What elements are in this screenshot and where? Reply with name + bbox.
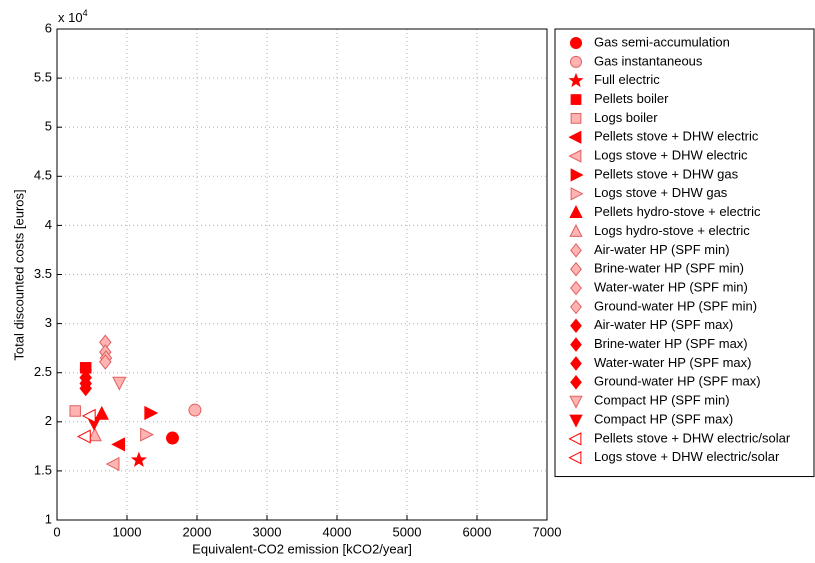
legend-marker	[570, 261, 582, 277]
legend-label: Brine-water HP (SPF max)	[594, 336, 748, 351]
y-tick-label: 3	[45, 315, 52, 330]
legend-marker	[568, 149, 582, 163]
legend-marker	[570, 299, 582, 315]
legend-label: Air-water HP (SPF min)	[594, 242, 730, 257]
legend-marker	[570, 187, 584, 201]
x-tick-label: 6000	[463, 524, 492, 539]
legend-marker	[569, 205, 583, 219]
legend-marker	[570, 94, 582, 105]
data-point	[112, 376, 127, 391]
y-tick-label: 2.5	[34, 364, 52, 379]
legend-marker	[569, 395, 583, 409]
legend-label: Gas instantaneous	[594, 53, 703, 68]
legend-label: Brine-water HP (SPF min)	[594, 261, 744, 276]
legend-label: Pellets stove + DHW electric	[594, 129, 759, 144]
x-tick-label: 5000	[393, 524, 422, 539]
legend-label: Logs boiler	[594, 110, 658, 125]
data-point	[99, 354, 112, 370]
y-tick-label: 5.5	[34, 70, 52, 85]
legend-label: Ground-water HP (SPF min)	[594, 298, 757, 313]
legend-marker	[570, 280, 582, 296]
legend-marker	[569, 223, 583, 237]
y-tick-label: 1	[45, 511, 52, 526]
data-point	[188, 403, 202, 417]
data-point	[144, 405, 159, 421]
x-tick-label: 4000	[323, 524, 352, 539]
data-point	[81, 408, 96, 424]
y-multiplier-base: x 10	[58, 10, 83, 25]
legend-label: Compact HP (SPF max)	[594, 411, 733, 426]
legend-marker	[570, 243, 582, 258]
legend-label: Pellets stove + DHW electric/solar	[594, 430, 791, 445]
legend-label: Water-water HP (SPF max)	[594, 355, 751, 370]
legend-label: Pellets stove + DHW gas	[594, 166, 739, 181]
data-point	[105, 456, 120, 472]
legend-marker	[570, 318, 582, 334]
legend-marker	[570, 374, 582, 390]
data-point	[94, 405, 109, 420]
legend-marker	[569, 55, 583, 68]
data-point	[166, 431, 179, 445]
data-point	[69, 405, 81, 417]
legend-box	[554, 28, 815, 478]
legend-label: Pellets hydro-stove + electric	[594, 204, 761, 219]
data-point	[76, 429, 91, 444]
legend-marker	[570, 113, 582, 124]
legend-label: Gas semi-accumulation	[594, 34, 730, 49]
x-tick-label: 3000	[253, 524, 282, 539]
legend-marker	[569, 414, 583, 428]
legend-label: Logs stove + DHW electric	[594, 148, 748, 163]
y-tick-label: 3.5	[34, 266, 52, 281]
y-tick-label: 4.5	[34, 168, 52, 183]
legend-marker	[570, 168, 584, 182]
x-tick-label: 7000	[533, 524, 562, 539]
plot-frame	[56, 28, 548, 521]
y-tick-label: 1.5	[34, 462, 52, 477]
legend-marker	[568, 130, 582, 144]
legend-label: Full electric	[594, 72, 660, 87]
legend-label: Logs stove + DHW electric/solar	[594, 449, 780, 464]
data-point	[111, 437, 126, 452]
y-multiplier-exponent: 4	[83, 8, 88, 18]
x-tick-label: 1000	[113, 524, 142, 539]
legend-marker	[568, 432, 582, 446]
y-multiplier: x 104	[58, 8, 88, 25]
legend-marker	[568, 451, 582, 465]
data-point	[87, 427, 102, 442]
legend-marker	[569, 36, 583, 50]
legend-label: Compact HP (SPF min)	[594, 393, 730, 408]
y-tick-label: 6	[45, 20, 52, 35]
legend-label: Logs hydro-stove + electric	[594, 223, 750, 238]
legend-label: Logs stove + DHW gas	[594, 185, 728, 200]
data-point	[130, 451, 147, 467]
legend-marker	[568, 72, 584, 88]
legend-label: Ground-water HP (SPF max)	[594, 374, 761, 389]
legend-label: Water-water HP (SPF min)	[594, 279, 748, 294]
data-point	[79, 380, 92, 397]
legend-label: Air-water HP (SPF max)	[594, 317, 733, 332]
y-tick-label: 4	[45, 217, 52, 232]
legend-label: Pellets boiler	[594, 91, 669, 106]
x-axis-label: Equivalent-CO2 emission [kCO2/year]	[192, 541, 412, 556]
y-tick-label: 5	[45, 119, 52, 134]
y-tick-label: 2	[45, 413, 52, 428]
y-axis-label: Total discounted costs [euros]	[11, 189, 26, 360]
data-point	[140, 427, 154, 442]
legend-marker	[570, 356, 582, 371]
legend-marker	[570, 337, 582, 352]
x-tick-label: 2000	[183, 524, 212, 539]
x-tick-label: 0	[53, 524, 60, 539]
